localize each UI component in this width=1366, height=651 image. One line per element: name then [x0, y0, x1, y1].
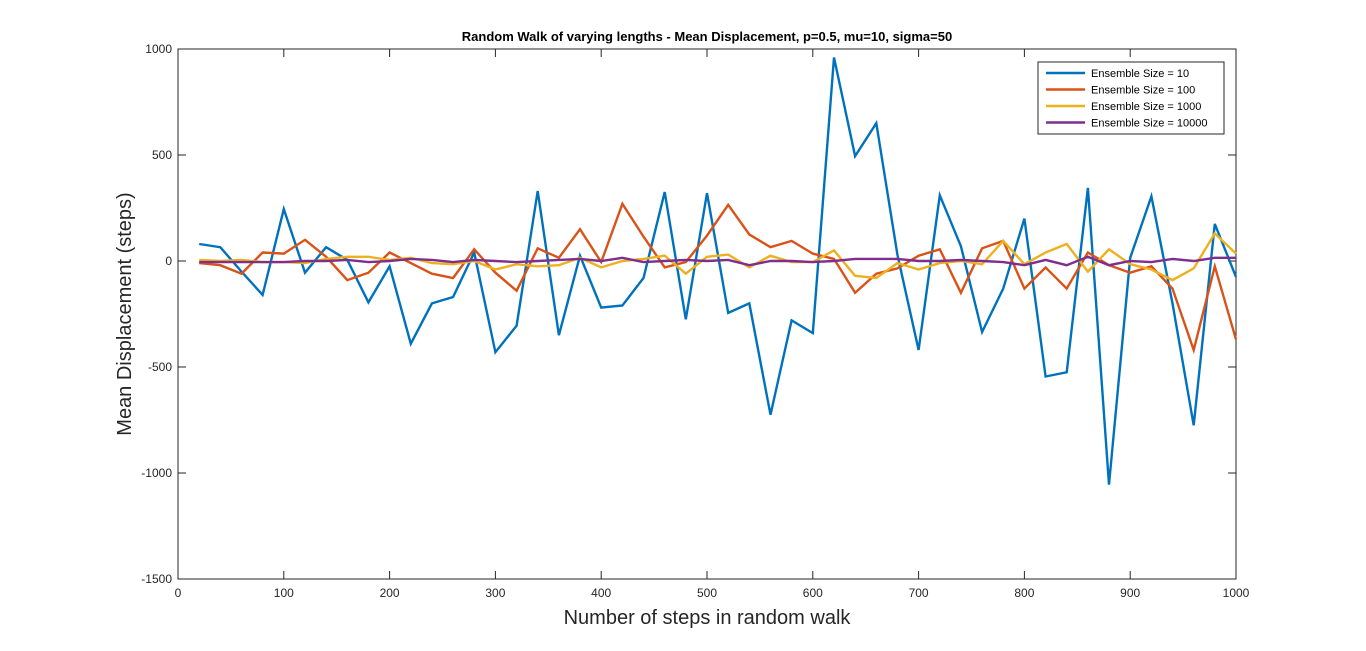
x-tick-label: 500	[697, 586, 717, 600]
legend-label: Ensemble Size = 1000	[1091, 101, 1201, 113]
chart-title: Random Walk of varying lengths - Mean Di…	[462, 29, 952, 44]
x-tick-label: 800	[1014, 586, 1034, 600]
legend: Ensemble Size = 10 Ensemble Size = 100 Ens…	[1037, 61, 1225, 135]
x-tick-label: 900	[1120, 586, 1140, 600]
series-line-2	[199, 201, 1238, 355]
x-tick-label: 700	[909, 586, 929, 600]
series-line-1	[199, 57, 1238, 485]
y-tick-label: -500	[148, 360, 172, 374]
x-axis-label: Number of steps in random walk	[564, 607, 852, 629]
x-tick-label: 200	[380, 586, 400, 600]
x-tick-label: 0	[175, 586, 182, 600]
legend-label: Ensemble Size = 10	[1091, 68, 1189, 80]
y-tick-label: 0	[165, 254, 172, 268]
x-tick-label: 300	[485, 586, 505, 600]
x-tick-label: 600	[803, 586, 823, 600]
axis-ticks: 0 100 200 300 400 500 600 700 800 900 1000 -1500 -10…	[141, 42, 1249, 600]
y-tick-label: -1000	[141, 466, 172, 480]
y-axis-label: Mean Displacement (steps)	[114, 192, 136, 435]
legend-label: Ensemble Size = 10000	[1091, 118, 1208, 130]
series-line-4	[199, 255, 1236, 267]
plot-area	[177, 48, 1237, 580]
series-line-3	[199, 231, 1237, 282]
legend-label: Ensemble Size = 100	[1091, 85, 1195, 97]
x-tick-label: 400	[591, 586, 611, 600]
series-layer	[199, 57, 1238, 485]
y-tick-label: 1000	[145, 42, 172, 56]
x-tick-label: 1000	[1223, 586, 1250, 600]
x-tick-label: 100	[274, 586, 294, 600]
y-tick-label: -1500	[141, 572, 172, 586]
y-tick-label: 500	[152, 148, 172, 162]
